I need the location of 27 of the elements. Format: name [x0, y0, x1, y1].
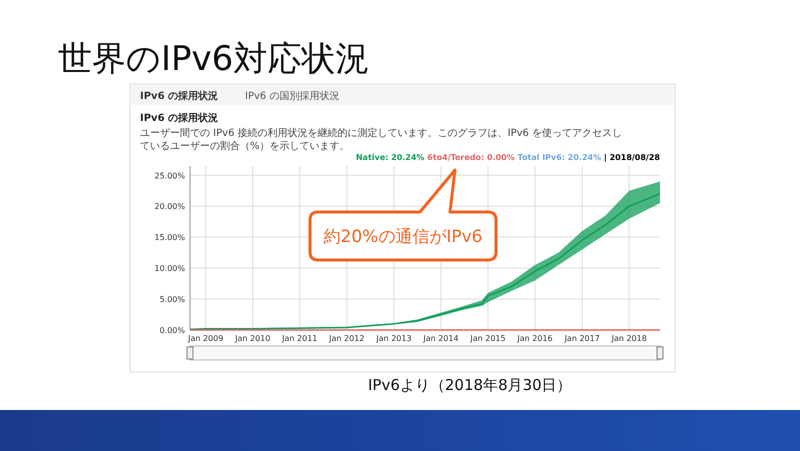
x-tick-label: Jan 2009 — [187, 334, 224, 343]
y-tick-label: 15.00% — [154, 233, 186, 242]
x-tick-label: Jan 2010 — [234, 334, 270, 343]
y-tick-label: 10.00% — [154, 264, 186, 274]
chart-title: 世界のIPv6対応状況 — [58, 39, 370, 79]
y-tick-label: 5.00% — [160, 295, 186, 304]
x-tick-label: Jan 2013 — [375, 334, 412, 343]
y-tick-label: 20.00% — [154, 202, 186, 212]
text: ユーザー間での IPv6 接続の利用状況を継続的に測定しています。このグラフは、IPv6 を使ってアクセスしているユーザーの割合（%）を示しています。 — [140, 127, 622, 152]
text: 6to4/Teredo: 0.00% — [427, 153, 518, 162]
x-tick-label: Jan 2014 — [422, 334, 459, 343]
text: IPv6 の採用状況 — [140, 90, 218, 102]
text: IPv6 の国別採用状況 — [245, 90, 340, 102]
x-tick-label: Jan 2012 — [328, 334, 364, 343]
x-tick-label: Jan 2011 — [281, 334, 318, 343]
text: | 2018/08/28 — [604, 153, 660, 162]
legend-label: Total IPv6: 20.24% — [518, 153, 604, 162]
text: Native: 20.24% — [356, 153, 428, 162]
x-tick-label: Jan 2018 — [610, 334, 647, 343]
x-tick-label: Jan 2017 — [564, 334, 600, 343]
text: IPv6より（2018年8月30日） — [368, 376, 572, 394]
x-tick-label: Jan 2015 — [469, 334, 506, 343]
annotation: 約20%の通信がIPv6 — [324, 227, 482, 247]
chart-subtitle: IPv6 の採用状況 — [140, 112, 218, 124]
y-tick-label: 0.00% — [160, 326, 186, 335]
y-tick-label: 25.00% — [154, 171, 186, 180]
x-tick-label: Jan 2016 — [516, 334, 553, 343]
